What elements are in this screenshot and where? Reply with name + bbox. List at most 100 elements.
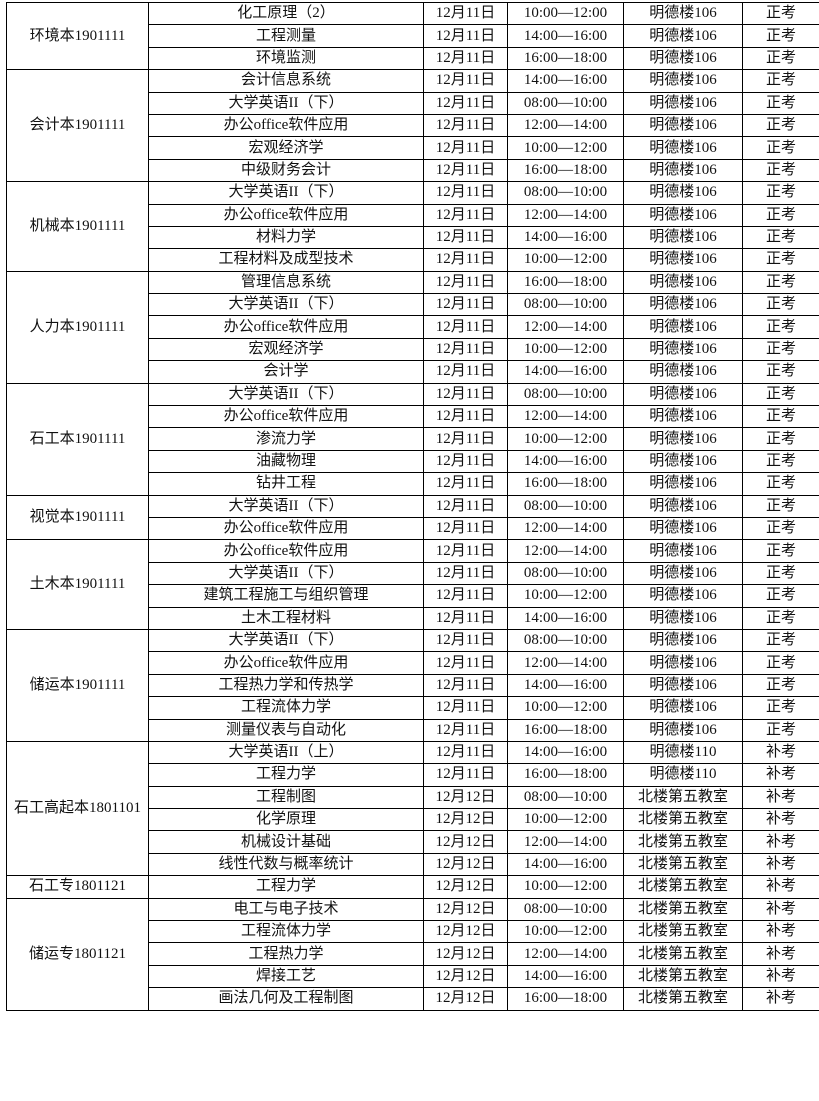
- date-cell: 12月11日: [423, 539, 508, 563]
- date-cell: 12月12日: [423, 964, 508, 989]
- course-cell: 工程流体力学: [148, 920, 424, 944]
- date-cell: 12月11日: [423, 1, 508, 26]
- table-row: 化学原理 12月12日 10:00—12:00 北楼第五教室 补考: [7, 808, 819, 832]
- exam-type-cell: 正考: [742, 584, 819, 608]
- class-name-cell: 石工本1901111: [6, 382, 149, 496]
- table-row: 大学英语II（下） 12月11日 08:00—10:00 明德楼106 正考: [7, 293, 819, 317]
- time-cell: 08:00—10:00: [507, 785, 624, 810]
- exam-type-cell: 补考: [742, 763, 819, 787]
- course-cell: 大学英语II（下）: [148, 382, 424, 407]
- date-cell: 12月12日: [423, 987, 508, 1011]
- exam-type-cell: 正考: [742, 1, 819, 26]
- table-row: 渗流力学 12月11日 10:00—12:00 明德楼106 正考: [7, 427, 819, 451]
- date-cell: 12月11日: [423, 24, 508, 48]
- date-cell: 12月11日: [423, 113, 508, 138]
- room-cell: 北楼第五教室: [623, 875, 743, 899]
- date-cell: 12月12日: [423, 785, 508, 810]
- date-cell: 12月11日: [423, 718, 508, 742]
- date-cell: 12月11日: [423, 740, 508, 765]
- room-cell: 明德楼106: [623, 69, 743, 93]
- time-cell: 10:00—12:00: [507, 808, 624, 832]
- exam-schedule-table: 环境本1901111 化工原理（2） 12月11日 10:00—12:00 明德楼106…: [6, 1, 819, 1011]
- time-cell: 16:00—18:00: [507, 718, 624, 742]
- time-cell: 16:00—18:00: [507, 763, 624, 787]
- table-row: 办公office软件应用 12月11日 12:00—14:00 明德楼106 正考: [7, 651, 819, 675]
- exam-type-cell: 正考: [742, 248, 819, 272]
- time-cell: 08:00—10:00: [507, 293, 624, 317]
- exam-type-cell: 补考: [742, 987, 819, 1011]
- room-cell: 明德楼106: [623, 584, 743, 608]
- exam-type-cell: 正考: [742, 405, 819, 429]
- course-cell: 钻井工程: [148, 472, 424, 496]
- table-row: 线性代数与概率统计 12月12日 14:00—16:00 北楼第五教室 补考: [7, 852, 819, 877]
- course-cell: 工程制图: [148, 785, 424, 810]
- exam-type-cell: 正考: [742, 427, 819, 451]
- course-cell: 大学英语II（下）: [148, 561, 424, 586]
- exam-type-cell: 补考: [742, 740, 819, 765]
- room-cell: 明德楼106: [623, 673, 743, 698]
- class-name-cell: 会计本1901111: [6, 69, 149, 183]
- room-cell: 北楼第五教室: [623, 964, 743, 989]
- date-cell: 12月11日: [423, 46, 508, 71]
- room-cell: 明德楼106: [623, 158, 743, 183]
- course-cell: 会计学: [148, 360, 424, 384]
- course-cell: 测量仪表与自动化: [148, 718, 424, 742]
- date-cell: 12月11日: [423, 69, 508, 93]
- course-cell: 土木工程材料: [148, 606, 424, 630]
- course-cell: 画法几何及工程制图: [148, 987, 424, 1011]
- room-cell: 明德楼106: [623, 651, 743, 675]
- exam-type-cell: 正考: [742, 270, 819, 295]
- time-cell: 10:00—12:00: [507, 1, 624, 26]
- course-cell: 工程热力学和传热学: [148, 673, 424, 698]
- room-cell: 北楼第五教室: [623, 987, 743, 1011]
- course-cell: 环境监测: [148, 46, 424, 71]
- course-cell: 大学英语II（下）: [148, 293, 424, 317]
- table-row: 会计本1901111 会计信息系统 12月11日 14:00—16:00 明德楼106 正…: [6, 69, 819, 183]
- exam-type-cell: 正考: [742, 293, 819, 317]
- room-cell: 明德楼106: [623, 248, 743, 272]
- date-cell: 12月11日: [423, 405, 508, 429]
- exam-type-cell: 正考: [742, 516, 819, 541]
- table-row: 石工专1801121 工程力学 12月12日 10:00—12:00 北楼第五教室 补考: [6, 875, 819, 899]
- time-cell: 12:00—14:00: [507, 942, 624, 966]
- time-cell: 14:00—16:00: [507, 360, 624, 384]
- time-cell: 10:00—12:00: [507, 584, 624, 608]
- room-cell: 明德楼106: [623, 696, 743, 720]
- time-cell: 16:00—18:00: [507, 987, 624, 1011]
- exam-type-cell: 正考: [742, 673, 819, 698]
- class-name-cell: 视觉本1901111: [6, 494, 149, 541]
- room-cell: 明德楼106: [623, 113, 743, 138]
- exam-type-cell: 正考: [742, 494, 819, 518]
- table-row: 石工高起本1801101 大学英语II（上） 12月11日 14:00—16:00 明德…: [6, 740, 819, 877]
- time-cell: 16:00—18:00: [507, 158, 624, 183]
- table-row: 中级财务会计 12月11日 16:00—18:00 明德楼106 正考: [7, 158, 819, 183]
- time-cell: 14:00—16:00: [507, 225, 624, 250]
- date-cell: 12月11日: [423, 315, 508, 339]
- date-cell: 12月11日: [423, 494, 508, 518]
- time-cell: 08:00—10:00: [507, 897, 624, 922]
- time-cell: 12:00—14:00: [507, 516, 624, 541]
- table-row: 宏观经济学 12月11日 10:00—12:00 明德楼106 正考: [7, 337, 819, 362]
- time-cell: 12:00—14:00: [507, 113, 624, 138]
- date-cell: 12月11日: [423, 696, 508, 720]
- course-cell: 办公office软件应用: [148, 516, 424, 541]
- class-name-cell: 土木本1901111: [6, 539, 149, 630]
- table-row: 环境本1901111 化工原理（2） 12月11日 10:00—12:00 明德楼106…: [6, 1, 819, 71]
- date-cell: 12月12日: [423, 897, 508, 922]
- room-cell: 明德楼106: [623, 315, 743, 339]
- exam-type-cell: 补考: [742, 964, 819, 989]
- room-cell: 北楼第五教室: [623, 897, 743, 922]
- date-cell: 12月11日: [423, 584, 508, 608]
- table-row: 机械本1901111 大学英语II（下） 12月11日 08:00—10:00 明德楼1…: [6, 181, 819, 272]
- date-cell: 12月11日: [423, 628, 508, 653]
- time-cell: 08:00—10:00: [507, 494, 624, 518]
- exam-type-cell: 正考: [742, 628, 819, 653]
- exam-type-cell: 正考: [742, 91, 819, 115]
- course-cell: 焊接工艺: [148, 964, 424, 989]
- exam-type-cell: 正考: [742, 113, 819, 138]
- date-cell: 12月11日: [423, 651, 508, 675]
- class-name-cell: 人力本1901111: [6, 270, 149, 384]
- course-cell: 线性代数与概率统计: [148, 852, 424, 877]
- course-cell: 工程力学: [148, 875, 424, 899]
- course-cell: 渗流力学: [148, 427, 424, 451]
